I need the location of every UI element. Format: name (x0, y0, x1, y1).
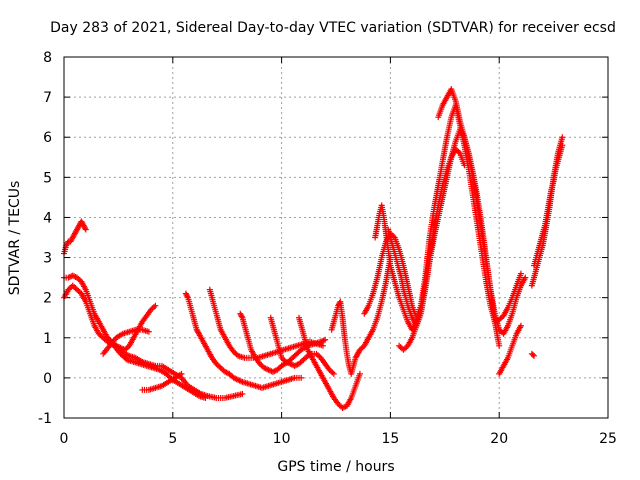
series-trace-f (139, 370, 185, 393)
data-point (356, 370, 363, 377)
data-point (64, 239, 71, 246)
y-tick-label: 5 (43, 170, 52, 186)
axis-ticks: 0 5 10 15 20 25 -1 0 1 2 3 4 5 6 7 8 (38, 50, 617, 447)
plot-frame (63, 56, 609, 419)
data-point (66, 273, 73, 280)
series-trace-g (182, 290, 305, 391)
series-trace-a (61, 218, 89, 257)
data-point (82, 225, 89, 232)
data-point (82, 226, 89, 233)
data-point (184, 293, 191, 300)
data-point (298, 374, 305, 381)
y-tick-label: 0 (43, 371, 52, 387)
data-point (559, 142, 566, 149)
x-tick-label: 25 (599, 431, 617, 447)
data-point (238, 313, 245, 320)
data-point (517, 270, 524, 277)
series-trace-i (237, 310, 329, 375)
series-trace-b (61, 272, 246, 401)
x-tick-label: 5 (168, 431, 177, 447)
data-point (239, 390, 246, 397)
grid-lines (64, 57, 608, 418)
data-point (319, 342, 326, 349)
x-axis-label: GPS time / hours (277, 459, 394, 475)
data-point (322, 336, 329, 343)
data-point (529, 351, 536, 358)
series-trace-r (496, 322, 524, 377)
data-point (145, 328, 152, 335)
series-trace-p (435, 86, 529, 337)
x-tick-label: 15 (381, 431, 399, 447)
y-tick-label: -1 (38, 411, 52, 427)
data-point (517, 322, 524, 329)
data-point (330, 370, 337, 377)
series-trace-s (528, 350, 538, 359)
data-point (522, 274, 529, 281)
series-trace-e (100, 326, 152, 357)
data-point (559, 134, 566, 141)
data-marks (61, 86, 566, 411)
series-trace-n (372, 202, 420, 333)
chart-title: Day 283 of 2021, Sidereal Day-to-day VTE… (50, 20, 616, 36)
series-trace-d (104, 334, 209, 401)
data-point (336, 300, 343, 307)
x-tick-label: 0 (60, 431, 69, 447)
data-point (531, 352, 538, 359)
y-tick-label: 8 (43, 50, 52, 66)
data-point (178, 370, 185, 377)
x-tick-label: 10 (273, 431, 291, 447)
series-trace-k (296, 314, 363, 411)
y-tick-label: 6 (43, 130, 52, 146)
series-trace-l (328, 254, 394, 377)
y-axis-label: SDTVAR / TECUs (7, 181, 23, 296)
data-point (152, 302, 159, 309)
data-point (202, 394, 209, 401)
series-trace-u (531, 142, 566, 269)
series-trace-q (396, 146, 468, 353)
y-tick-label: 4 (43, 210, 52, 226)
data-point (496, 342, 503, 349)
y-tick-label: 1 (43, 331, 52, 347)
y-tick-label: 2 (43, 291, 52, 307)
y-tick-label: 3 (43, 251, 52, 267)
x-tick-label: 20 (490, 431, 508, 447)
data-point (461, 162, 468, 169)
y-tick-label: 7 (43, 90, 52, 106)
